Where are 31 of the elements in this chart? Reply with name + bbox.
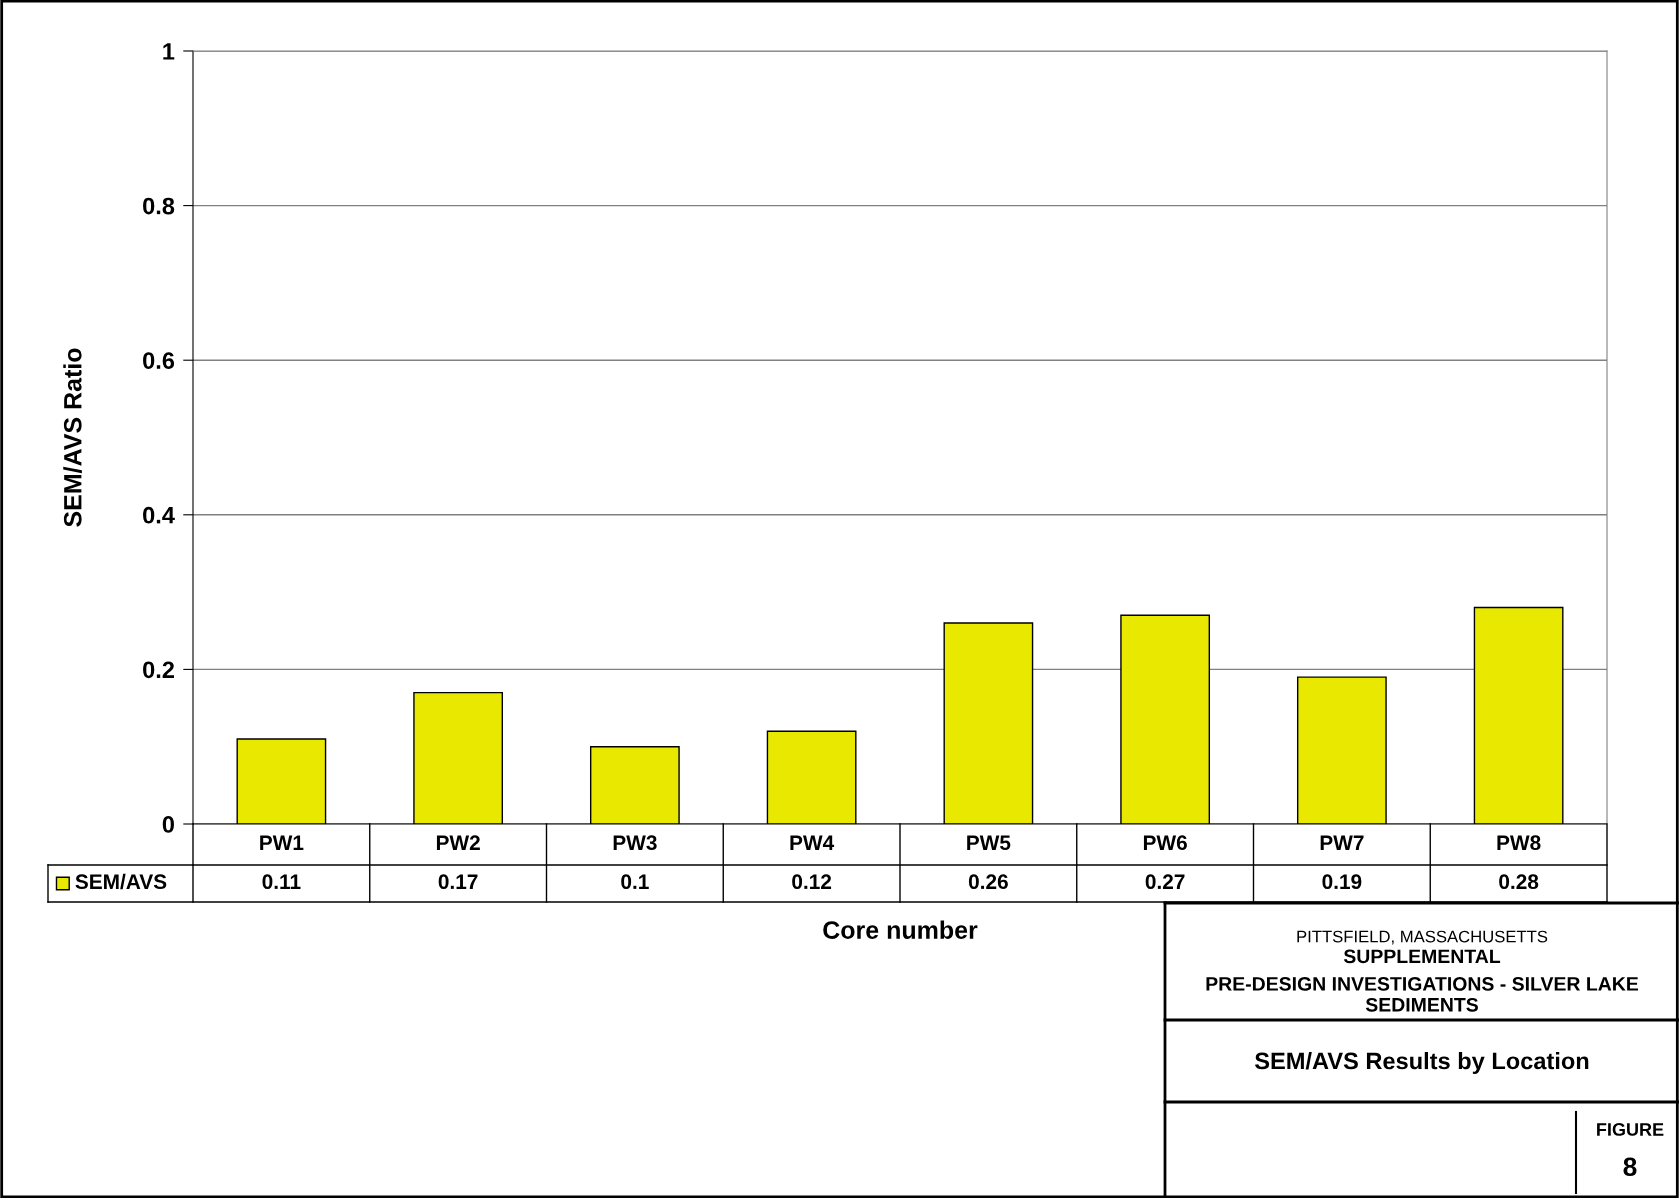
y-tick-label: 0.6 (143, 352, 175, 369)
text: PITTSFIELD, MASSACHUSETTS (1297, 930, 1548, 945)
x-tick-label: PW3 (613, 835, 657, 851)
x-tick-label: PW4 (790, 835, 835, 850)
data-label: 0.27 (1145, 874, 1185, 890)
x-axis-title: Core number (823, 920, 978, 939)
y-tick-label: 0.4 (143, 506, 175, 524)
data-label: 0.26 (968, 874, 1008, 890)
data-label: 0.1 (621, 874, 649, 890)
x-tick-label: PW8 (1497, 835, 1541, 851)
data-label: 0.12 (792, 874, 832, 890)
legend-label: SEM/AVS (75, 873, 167, 890)
data-label: 0.19 (1322, 874, 1362, 890)
x-tick-label: PW7 (1320, 835, 1364, 850)
x-tick-label: PW1 (260, 835, 304, 850)
y-tick-label: 0.2 (143, 661, 174, 679)
data-label: 0.11 (262, 874, 301, 890)
text: PRE-DESIGN INVESTIGATIONS - SILVER LAKE SEDIMENTS (1206, 976, 1639, 1012)
y-tick-label: 0.8 (143, 197, 175, 215)
data-label: 0.28 (1499, 874, 1539, 890)
text: FIGURE (1597, 1123, 1664, 1136)
y-tick-label: 0 (162, 816, 174, 833)
text: SEM/AVS Results by Location (1254, 1051, 1589, 1075)
text: SUPPLEMENTAL (1343, 949, 1501, 964)
y-axis-title: SEM/AVS Ratio (63, 348, 82, 527)
data-label: 0.17 (438, 874, 478, 890)
x-tick-label: PW2 (436, 835, 480, 850)
text: 8 (1623, 1157, 1637, 1177)
x-tick-label: PW5 (967, 835, 1011, 851)
y-tick-label: 1 (163, 43, 175, 60)
x-tick-label: PW6 (1143, 835, 1187, 851)
